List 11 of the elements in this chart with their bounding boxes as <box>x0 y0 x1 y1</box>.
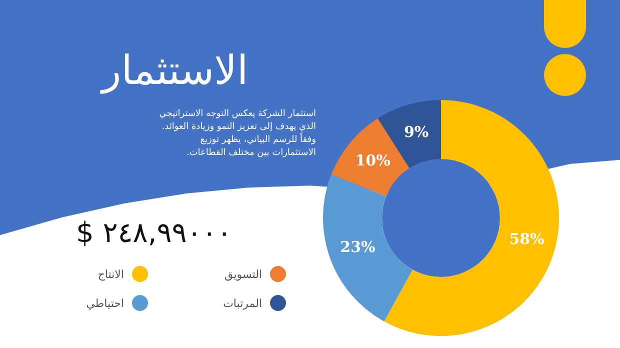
text: $ ٢٤٨,٩٩٠٠٠ <box>76 216 232 249</box>
legend-label: احتياطي <box>86 296 124 310</box>
legend-label: المرتبات <box>223 296 262 310</box>
data-label: 58% <box>509 230 544 248</box>
data-label: 23% <box>340 238 376 256</box>
legend-label: الانتاج <box>98 268 124 280</box>
legend-label: التسويق <box>224 268 262 280</box>
chart-title: الاستثمار <box>99 48 250 94</box>
text: استثمار الشركة يعكس التوجه الاستراتيجي الذي يهدف إلى تعزيز النمو وزيادة العوائد. وفقاً للرسم البياني، يظهر توزيع الاستثمارات بين مختلف القطاعات. <box>158 108 316 160</box>
data-label: 9% <box>404 122 429 141</box>
data-label: 10% <box>355 151 390 170</box>
